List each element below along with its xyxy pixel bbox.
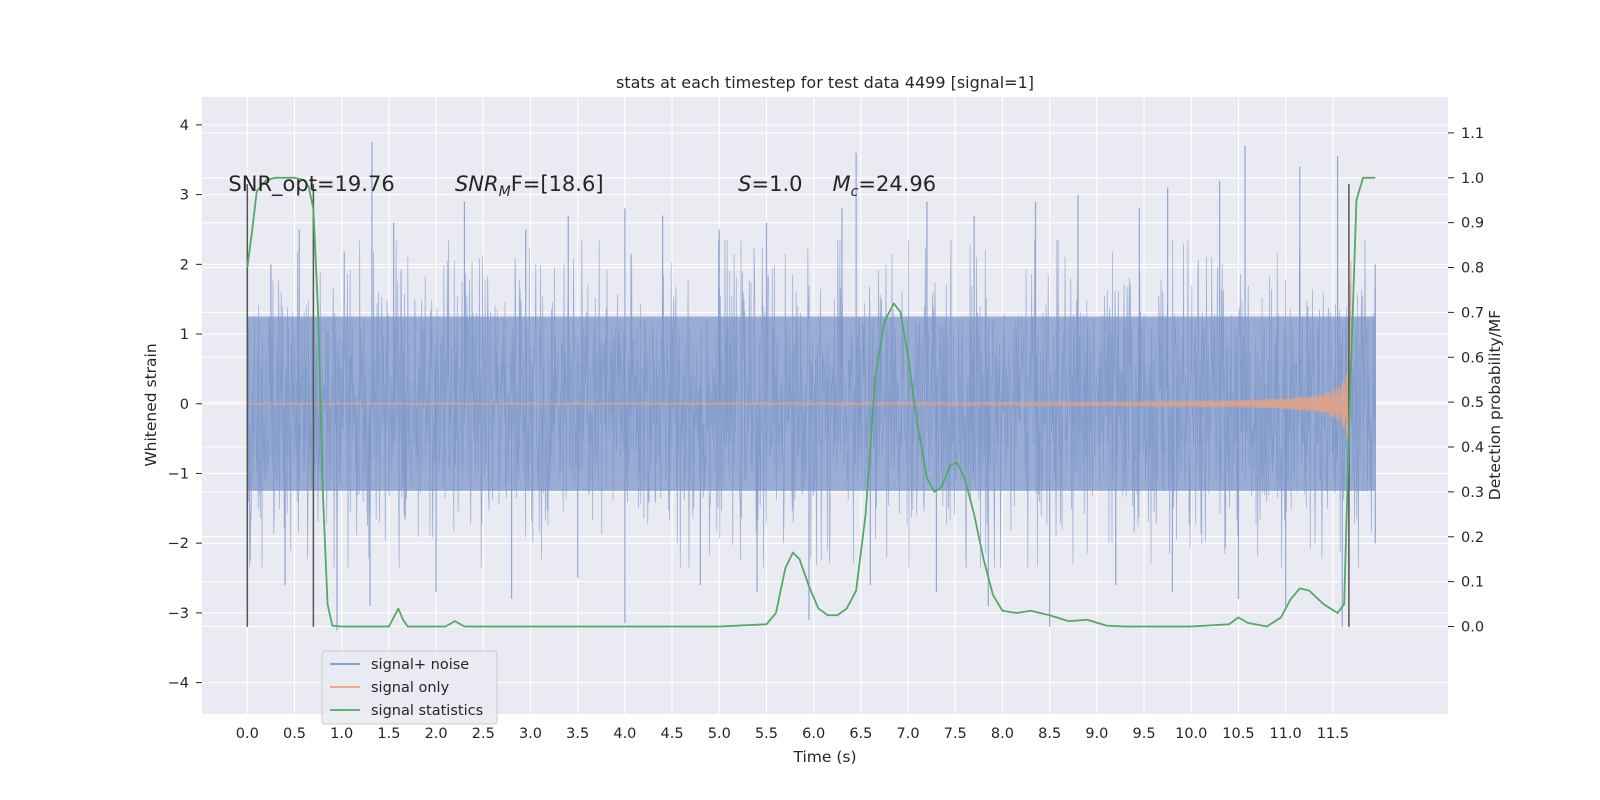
x-tick-label-6-5: 6.5 — [849, 726, 872, 742]
legend-label-signal-only: signal only — [371, 680, 450, 696]
y-tick-label--3: −3 — [168, 606, 189, 622]
annotation-snr-opt: SNR_opt=19.76 — [228, 172, 394, 197]
x-tick-label-11-5: 11.5 — [1317, 726, 1349, 742]
y2-tick-label-0-3: 0.3 — [1461, 485, 1484, 501]
x-tick-label-0-0: 0.0 — [236, 726, 259, 742]
x-tick-label-7-0: 7.0 — [897, 726, 920, 742]
x-axis-label: Time (s) — [792, 748, 856, 766]
x-tick-label-6-0: 6.0 — [802, 726, 825, 742]
annotation-spin: S=1.0 — [738, 172, 802, 196]
y-axis-ticks: 4 3 2 1 0 −1 −2 −3 −4 — [168, 118, 202, 692]
y-tick-label-4: 4 — [180, 118, 189, 134]
x-tick-label-8-0: 8.0 — [991, 726, 1014, 742]
x-tick-label-11-0: 11.0 — [1269, 726, 1301, 742]
x-tick-label-3-5: 3.5 — [566, 726, 589, 742]
x-tick-label-1-5: 1.5 — [377, 726, 400, 742]
y-tick-label--2: −2 — [168, 536, 189, 552]
x-tick-label-9-5: 9.5 — [1133, 726, 1156, 742]
x-tick-label-3-0: 3.0 — [519, 726, 542, 742]
signal-statistics-line — [246, 176, 1376, 628]
y2-tick-label-0-8: 0.8 — [1461, 261, 1484, 277]
legend-frame — [321, 650, 498, 725]
y2-tick-label-0-1: 0.1 — [1461, 575, 1484, 591]
x-tick-label-5-0: 5.0 — [708, 726, 731, 742]
legend: signal+ noise signal only signal statist… — [321, 650, 498, 725]
x-tick-label-10-0: 10.0 — [1175, 726, 1207, 742]
x-tick-label-8-5: 8.5 — [1038, 726, 1061, 742]
chart-title: stats at each timestep for test data 449… — [616, 73, 1034, 92]
y2-tick-label-0-0: 0.0 — [1461, 619, 1484, 635]
y2-tick-label-0-7: 0.7 — [1461, 305, 1484, 321]
y-axis-label: Whitened strain — [142, 343, 160, 466]
signal-statistics-series — [246, 176, 1376, 628]
y2-tick-label-1-0: 1.0 — [1461, 171, 1484, 187]
x-tick-label-1-0: 1.0 — [330, 726, 353, 742]
annotation-snr-mf: SNRMF=[18.6] — [455, 172, 604, 200]
annotations: SNR_opt=19.76 SNRMF=[18.6] S=1.0 Mc=24.96 — [228, 172, 936, 200]
y-tick-label-1: 1 — [180, 327, 189, 343]
y2-tick-label-0-5: 0.5 — [1461, 395, 1484, 411]
annotation-chirp-mass: Mc=24.96 — [833, 172, 937, 200]
x-tick-label-2-0: 2.0 — [425, 726, 448, 742]
y2-tick-label-1-1: 1.1 — [1461, 126, 1484, 142]
y2-tick-label-0-9: 0.9 — [1461, 216, 1484, 232]
x-tick-label-7-5: 7.5 — [944, 726, 967, 742]
x-tick-label-5-5: 5.5 — [755, 726, 778, 742]
y-tick-label-2: 2 — [180, 257, 189, 273]
legend-label-signal-statistics: signal statistics — [371, 703, 483, 719]
right-axis-label: Detection probability/MF — [1486, 310, 1504, 501]
y-tick-label--1: −1 — [168, 466, 189, 482]
x-tick-label-10-5: 10.5 — [1222, 726, 1254, 742]
x-tick-label-4-0: 4.0 — [613, 726, 636, 742]
y2-tick-label-0-2: 0.2 — [1461, 530, 1484, 546]
legend-label-signal-noise: signal+ noise — [371, 657, 469, 673]
y-tick-label--4: −4 — [168, 676, 189, 692]
y2-tick-label-0-4: 0.4 — [1461, 440, 1484, 456]
x-tick-label-0-5: 0.5 — [283, 726, 306, 742]
right-axis-ticks: 1.1 1.0 0.9 0.8 0.7 0.6 0.5 0.4 0.3 0.2 0.1 0.0 — [1448, 126, 1484, 635]
x-tick-label-4-5: 4.5 — [661, 726, 684, 742]
signal-only-series — [247, 261, 1352, 460]
x-tick-label-2-5: 2.5 — [472, 726, 495, 742]
y2-tick-label-0-6: 0.6 — [1461, 350, 1484, 366]
signal-only-line — [247, 261, 1352, 460]
x-axis-ticks: 0.0 0.5 1.0 1.5 2.0 2.5 3.0 3.5 4.0 4.5 5.0 5.5 6.0 6… — [236, 726, 1349, 742]
y-tick-label-0: 0 — [180, 397, 189, 413]
x-tick-label-9-0: 9.0 — [1085, 726, 1108, 742]
y-tick-label-3: 3 — [180, 188, 189, 204]
